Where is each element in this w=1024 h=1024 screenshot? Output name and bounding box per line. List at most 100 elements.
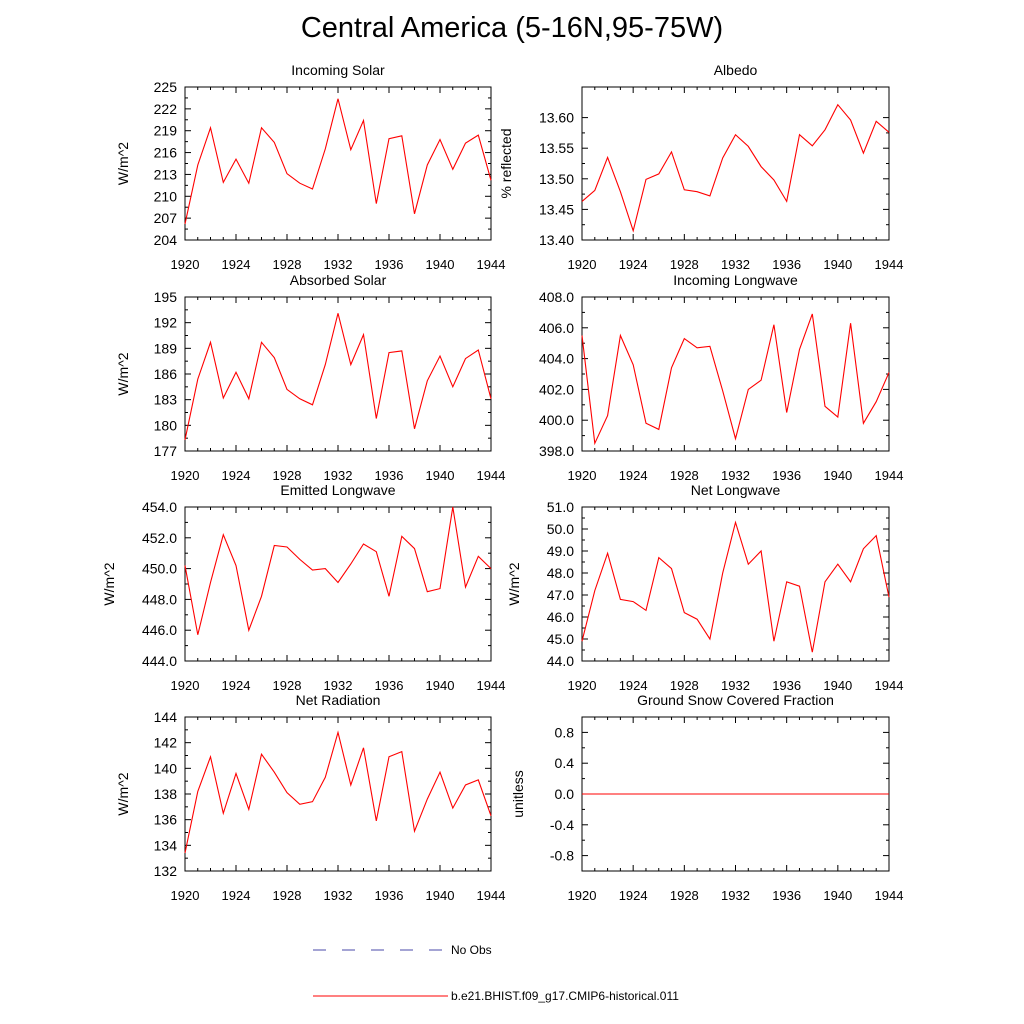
y-tick-label: 406.0: [539, 320, 574, 336]
data-point: [594, 589, 596, 591]
data-point: [413, 547, 415, 549]
data-point: [464, 142, 466, 144]
data-point: [197, 634, 199, 636]
data-point: [350, 363, 352, 365]
data-point: [235, 772, 237, 774]
series-line: [581, 520, 890, 653]
y-tick-label: 46.0: [547, 609, 574, 625]
data-point: [184, 564, 186, 566]
data-point: [375, 202, 377, 204]
data-point: [426, 164, 428, 166]
y-tick-label: 49.0: [547, 543, 574, 559]
data-point: [696, 347, 698, 349]
data-point: [645, 793, 647, 795]
data-point: [862, 422, 864, 424]
data-point: [837, 793, 839, 795]
data-point: [311, 569, 313, 571]
x-tick-label: 1920: [171, 468, 200, 483]
y-tick-label: 138: [154, 786, 178, 802]
data-point: [849, 581, 851, 583]
x-tick-label: 1940: [426, 678, 455, 693]
y-tick-label: 408.0: [539, 289, 574, 305]
data-point: [401, 135, 403, 137]
x-tick-label: 1940: [426, 888, 455, 903]
y-tick-label: 204: [154, 232, 178, 248]
y-tick-label: -0.8: [550, 848, 574, 864]
data-point: [248, 398, 250, 400]
data-point: [709, 638, 711, 640]
x-tick-label: 1924: [619, 678, 648, 693]
series-line: [184, 730, 492, 854]
data-point: [248, 182, 250, 184]
data-point: [734, 437, 736, 439]
data-point: [375, 550, 377, 552]
data-point: [581, 640, 583, 642]
panel-title: Incoming Longwave: [673, 272, 798, 288]
y-tick-label: 210: [154, 188, 178, 204]
y-tick-label: 13.60: [539, 110, 574, 126]
y-tick-label: 448.0: [142, 591, 177, 607]
data-point: [862, 793, 864, 795]
x-tick-label: 1924: [222, 468, 251, 483]
panel-title: Ground Snow Covered Fraction: [637, 692, 834, 708]
y-tick-label: 50.0: [547, 521, 574, 537]
x-tick-label: 1940: [823, 888, 852, 903]
data-point: [645, 609, 647, 611]
data-point: [286, 546, 288, 548]
x-tick-label: 1936: [375, 888, 404, 903]
data-point: [490, 567, 492, 569]
data-point: [350, 563, 352, 565]
data-point: [477, 134, 479, 136]
y-tick-label: 216: [154, 145, 178, 161]
y-axis-label: W/m^2: [506, 562, 522, 605]
x-tick-label: 1920: [568, 257, 597, 272]
x-tick-label: 1928: [273, 257, 302, 272]
y-tick-label: 48.0: [547, 565, 574, 581]
data-point: [696, 793, 698, 795]
data-point: [350, 784, 352, 786]
data-point: [324, 567, 326, 569]
data-point: [722, 793, 724, 795]
x-tick-label: 1944: [477, 468, 506, 483]
data-point: [337, 581, 339, 583]
data-point: [734, 134, 736, 136]
data-point: [209, 341, 211, 343]
data-point: [645, 178, 647, 180]
data-point: [811, 145, 813, 147]
data-point: [362, 119, 364, 121]
data-point: [888, 793, 890, 795]
data-point: [760, 379, 762, 381]
y-tick-label: 450.0: [142, 561, 177, 577]
data-point: [439, 771, 441, 773]
data-point: [209, 756, 211, 758]
y-tick-label: 51.0: [547, 499, 574, 515]
data-point: [388, 351, 390, 353]
data-point: [184, 852, 186, 854]
data-point: [849, 119, 851, 121]
data-point: [696, 190, 698, 192]
data-point: [888, 596, 890, 598]
x-tick-label: 1936: [375, 678, 404, 693]
data-point: [273, 141, 275, 143]
data-point: [375, 417, 377, 419]
data-point: [260, 341, 262, 343]
x-tick-label: 1944: [477, 678, 506, 693]
data-point: [375, 820, 377, 822]
data-point: [837, 104, 839, 106]
chart-panels: Incoming Solar 1920 1924 1928 1932 1936 1940 19…: [101, 62, 903, 903]
plot-frame: [581, 296, 890, 452]
x-tick-label: 1928: [273, 468, 302, 483]
y-tick-label: 142: [154, 735, 178, 751]
data-point: [222, 534, 224, 536]
legend-obs-label: No Obs: [451, 943, 492, 957]
y-tick-label: 0.0: [555, 786, 575, 802]
data-point: [670, 367, 672, 369]
data-point: [811, 793, 813, 795]
series-line: [581, 103, 890, 233]
data-point: [594, 189, 596, 191]
x-tick-label: 1928: [273, 888, 302, 903]
data-point: [824, 129, 826, 131]
y-tick-label: 13.50: [539, 171, 574, 187]
y-tick-label: 222: [154, 101, 178, 117]
data-point: [209, 581, 211, 583]
